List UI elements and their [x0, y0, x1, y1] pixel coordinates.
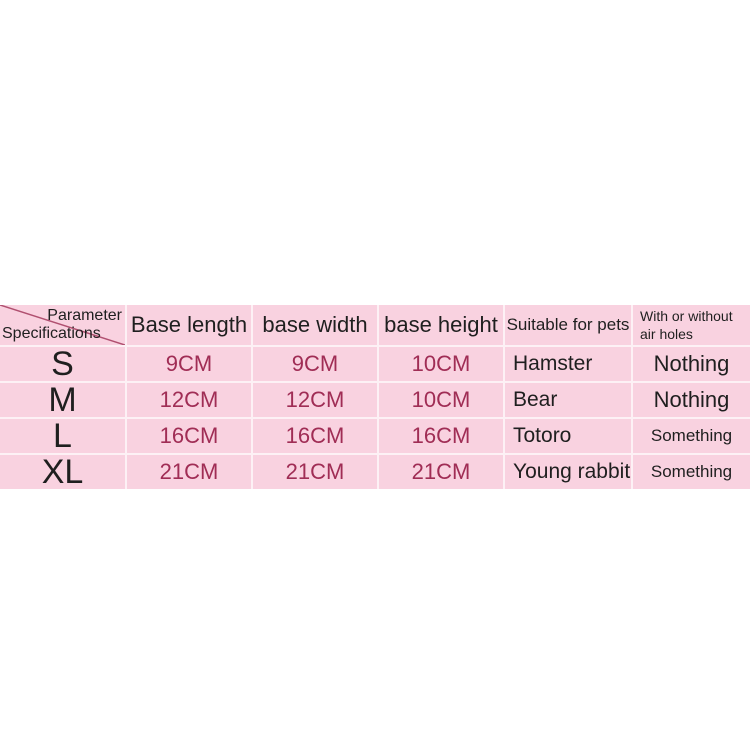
row-s-size: S: [0, 347, 125, 381]
row-s-base-height: 10CM: [379, 347, 503, 381]
row-s-base-length: 9CM: [127, 347, 251, 381]
row-m-size: M: [0, 383, 125, 417]
header-base-length: Base length: [127, 305, 251, 345]
corner-parameter-label: Parameter: [47, 307, 122, 324]
row-xl-air-holes: Something: [633, 455, 750, 489]
row-m-air-holes: Nothing: [633, 383, 750, 417]
header-air-holes-line1: With or without: [640, 307, 733, 324]
row-l-air-holes: Something: [633, 419, 750, 453]
corner-header-cell: Parameter Specifications: [0, 305, 125, 345]
row-l-pet: Totoro: [505, 419, 631, 453]
header-base-height: base height: [379, 305, 503, 345]
header-base-width: base width: [253, 305, 377, 345]
corner-specifications-label: Specifications: [2, 325, 101, 342]
row-l-base-length: 16CM: [127, 419, 251, 453]
row-m-base-width: 12CM: [253, 383, 377, 417]
row-xl-size: XL: [0, 455, 125, 489]
row-s-pet: Hamster: [505, 347, 631, 381]
row-s-base-width: 9CM: [253, 347, 377, 381]
diagonal-line: [0, 305, 125, 345]
size-spec-table: Parameter Specifications Base length bas…: [0, 305, 750, 489]
row-m-base-length: 12CM: [127, 383, 251, 417]
row-xl-pet: Young rabbit: [505, 455, 631, 489]
row-m-pet: Bear: [505, 383, 631, 417]
row-l-size: L: [0, 419, 125, 453]
header-air-holes-line2: air holes: [640, 325, 693, 342]
row-xl-base-height: 21CM: [379, 455, 503, 489]
row-xl-base-width: 21CM: [253, 455, 377, 489]
header-suitable-pets: Suitable for pets: [505, 305, 631, 345]
row-l-base-width: 16CM: [253, 419, 377, 453]
row-l-base-height: 16CM: [379, 419, 503, 453]
row-s-air-holes: Nothing: [633, 347, 750, 381]
row-m-base-height: 10CM: [379, 383, 503, 417]
row-xl-base-length: 21CM: [127, 455, 251, 489]
header-air-holes: With or without air holes: [633, 305, 750, 345]
